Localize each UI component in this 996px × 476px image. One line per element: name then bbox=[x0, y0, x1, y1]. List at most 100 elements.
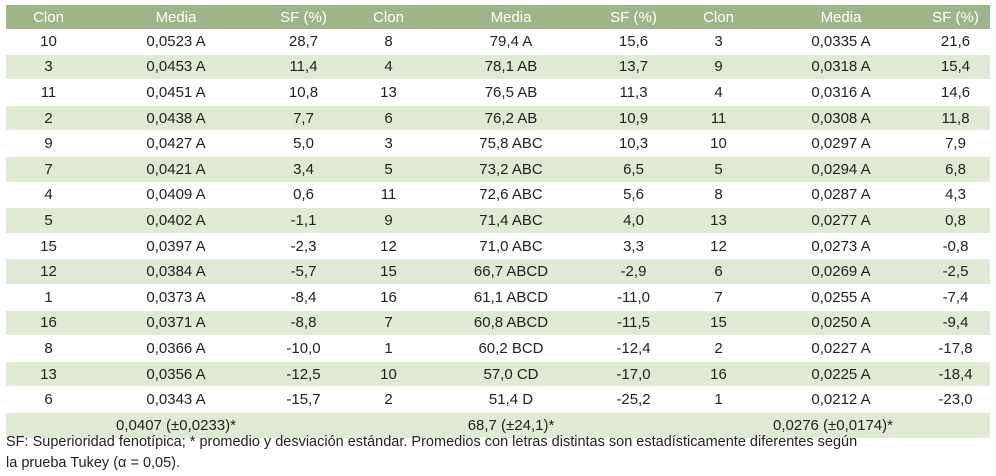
table-cell: 10,8 bbox=[261, 79, 346, 106]
table-cell: 7 bbox=[676, 284, 761, 311]
table-cell: 0,0421 A bbox=[91, 156, 261, 183]
table-cell: 0,0371 A bbox=[91, 310, 261, 336]
summary-cell-1: 0,0407 (±0,0233)* bbox=[6, 412, 346, 438]
table-cell: 8 bbox=[676, 182, 761, 208]
table-cell: 15,6 bbox=[591, 29, 676, 55]
table-cell: 4 bbox=[6, 182, 91, 208]
table-cell: 11 bbox=[676, 105, 761, 131]
results-table: Clon Media SF (%) Clon Media SF (%) Clon Media S… bbox=[6, 5, 990, 438]
table-cell: 0,0409 A bbox=[91, 182, 261, 208]
table-row: 6 0,0343 A -15,7 2 51,4 D -25,2 1 0,0212 A -23,0 bbox=[6, 386, 990, 413]
table-cell: 66,7 ABCD bbox=[431, 258, 591, 285]
table-cell: 2 bbox=[6, 105, 91, 131]
table-cell: -2,3 bbox=[261, 233, 346, 259]
table-cell: 16 bbox=[346, 284, 431, 311]
table-cell: 11 bbox=[346, 182, 431, 208]
table-cell: 0,0356 A bbox=[91, 361, 261, 387]
table-cell: 3,3 bbox=[591, 233, 676, 259]
table-cell: 15 bbox=[6, 233, 91, 259]
table-cell: 0,0250 A bbox=[761, 310, 921, 336]
table-cell: 7 bbox=[346, 310, 431, 336]
column-header: Media bbox=[91, 5, 261, 29]
table-cell: 3,4 bbox=[261, 156, 346, 183]
table-cell: 11 bbox=[6, 79, 91, 106]
table-cell: 1 bbox=[676, 386, 761, 413]
table-cell: -11,0 bbox=[591, 284, 676, 311]
table-cell: -1,1 bbox=[261, 207, 346, 234]
table-cell: 11,3 bbox=[591, 79, 676, 106]
table-cell: 5 bbox=[676, 156, 761, 183]
table-cell: -12,5 bbox=[261, 361, 346, 387]
table-cell: 0,0523 A bbox=[91, 29, 261, 55]
table-cell: 60,2 BCD bbox=[431, 335, 591, 362]
table-cell: -25,2 bbox=[591, 386, 676, 413]
table-cell: 6 bbox=[346, 105, 431, 131]
table-row: 2 0,0438 A 7,7 6 76,2 AB 10,9 11 0,0308 A 11,8 bbox=[6, 105, 990, 131]
table-cell: -2,5 bbox=[921, 258, 990, 285]
table-row: 15 0,0397 A -2,3 12 71,0 ABC 3,3 12 0,0273 A -0,… bbox=[6, 233, 990, 259]
table-cell: 11,4 bbox=[261, 54, 346, 80]
summary-row: 0,0407 (±0,0233)* 68,7 (±24,1)* 0,0276 (… bbox=[6, 412, 990, 438]
table-cell: 13,7 bbox=[591, 54, 676, 80]
table-cell: 76,5 AB bbox=[431, 79, 591, 106]
table-cell: 78,1 AB bbox=[431, 54, 591, 80]
table-caption: SF: Superioridad fenotípica; * promedio … bbox=[6, 432, 990, 474]
table-cell: 71,0 ABC bbox=[431, 233, 591, 259]
table-cell: -17,0 bbox=[591, 361, 676, 387]
table-row: 5 0,0402 A -1,1 9 71,4 ABC 4,0 13 0,0277 A 0,8 bbox=[6, 207, 990, 234]
table-cell: 9 bbox=[6, 130, 91, 157]
table-cell: 71,4 ABC bbox=[431, 207, 591, 234]
table-cell: -0,8 bbox=[921, 233, 990, 259]
table-cell: 2 bbox=[346, 386, 431, 413]
table-cell: 1 bbox=[6, 284, 91, 311]
summary-cell-2: 68,7 (±24,1)* bbox=[346, 412, 676, 438]
column-header: SF (%) bbox=[591, 5, 676, 29]
table-cell: -11,5 bbox=[591, 310, 676, 336]
table-row: 1 0,0373 A -8,4 16 61,1 ABCD -11,0 7 0,0255 A -7… bbox=[6, 284, 990, 311]
column-header: Clon bbox=[6, 5, 91, 29]
table-row: 16 0,0371 A -8,8 7 60,8 ABCD -11,5 15 0,0250 A-… bbox=[6, 310, 990, 336]
table-cell: 60,8 ABCD bbox=[431, 310, 591, 336]
table-cell: 0,6 bbox=[261, 182, 346, 208]
caption-line-1: SF: Superioridad fenotípica; * promedio … bbox=[6, 434, 858, 450]
table-cell: 57,0 CD bbox=[431, 361, 591, 387]
table-cell: 10 bbox=[676, 130, 761, 157]
table-cell: 61,1 ABCD bbox=[431, 284, 591, 311]
table-cell: 5,0 bbox=[261, 130, 346, 157]
column-header: Media bbox=[431, 5, 591, 29]
table-cell: 0,0269 A bbox=[761, 258, 921, 285]
table-cell: 51,4 D bbox=[431, 386, 591, 413]
table-cell: 5,6 bbox=[591, 182, 676, 208]
table-cell: 1 bbox=[346, 335, 431, 362]
table-cell: 6,5 bbox=[591, 156, 676, 183]
table-cell: 0,0451 A bbox=[91, 79, 261, 106]
table-cell: 3 bbox=[346, 130, 431, 157]
table-cell: 12 bbox=[6, 258, 91, 285]
table-cell: -12,4 bbox=[591, 335, 676, 362]
table-cell: 8 bbox=[6, 335, 91, 362]
table-cell: 0,0373 A bbox=[91, 284, 261, 311]
table-cell: 0,0343 A bbox=[91, 386, 261, 413]
table-cell: 4,0 bbox=[591, 207, 676, 234]
table-cell: 0,8 bbox=[921, 207, 990, 234]
table-cell: -2,9 bbox=[591, 258, 676, 285]
table-cell: 12 bbox=[676, 233, 761, 259]
table-cell: -8,4 bbox=[261, 284, 346, 311]
table-cell: 7 bbox=[6, 156, 91, 183]
table-cell: 0,0402 A bbox=[91, 207, 261, 234]
table-cell: 16 bbox=[676, 361, 761, 387]
column-header: Clon bbox=[346, 5, 431, 29]
table-cell: 14,6 bbox=[921, 79, 990, 106]
header-row: Clon Media SF (%) Clon Media SF (%) Clon Media S… bbox=[6, 5, 990, 29]
table-cell: 0,0366 A bbox=[91, 335, 261, 362]
table-cell: 13 bbox=[346, 79, 431, 106]
table-cell: 12 bbox=[346, 233, 431, 259]
table-cell: 0,0225 A bbox=[761, 361, 921, 387]
table-cell: 0,0277 A bbox=[761, 207, 921, 234]
column-header: SF (%) bbox=[261, 5, 346, 29]
table-row: 7 0,0421 A 3,4 5 73,2 ABC 6,5 5 0,0294 A 6,8 bbox=[6, 156, 990, 183]
table-cell: -9,4 bbox=[921, 310, 990, 336]
table-cell: 15 bbox=[346, 258, 431, 285]
table-cell: 21,6 bbox=[921, 29, 990, 55]
table-cell: -8,8 bbox=[261, 310, 346, 336]
